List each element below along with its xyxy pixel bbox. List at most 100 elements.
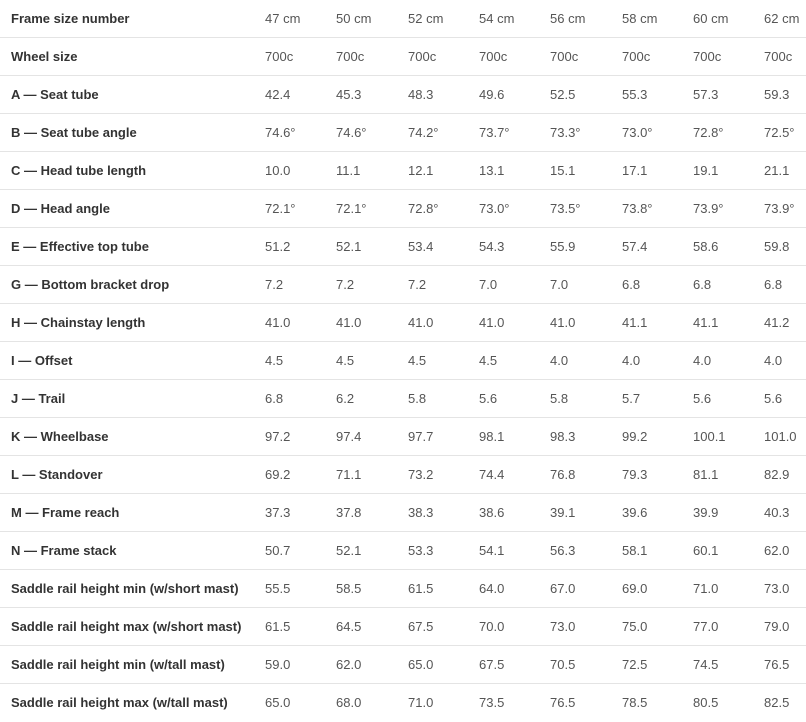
- cell-value: 60.1: [693, 543, 719, 558]
- table-row: Saddle rail height max (w/tall mast) 65.0…: [0, 684, 806, 722]
- cell-value: 67.5: [479, 657, 505, 672]
- cell-value: 41.1: [622, 315, 648, 330]
- cell-value: 80.5: [693, 695, 719, 710]
- cell-value: 62.0: [336, 657, 362, 672]
- cell-value: 61.5: [408, 581, 434, 596]
- header-row: Frame size number 47 cm 50 cm 52 cm 54 cm 56 …: [0, 0, 806, 38]
- cell-value: 100.1: [693, 429, 726, 444]
- cell-value: 58.6: [693, 239, 719, 254]
- row-label: B — Seat tube angle: [11, 125, 137, 140]
- cell-value: 53.3: [408, 543, 434, 558]
- cell-value: 5.8: [408, 391, 427, 406]
- cell-value: 700c: [408, 49, 437, 64]
- cell-value: 98.3: [550, 429, 576, 444]
- cell-value: 700c: [764, 49, 793, 64]
- cell-value: 19.1: [693, 163, 719, 178]
- table-row: Saddle rail height min (w/tall mast) 59.0…: [0, 646, 806, 684]
- cell-value: 60 cm: [693, 11, 729, 26]
- cell-value: 81.1: [693, 467, 719, 482]
- cell-value: 72.5°: [764, 125, 795, 140]
- table-row: B — Seat tube angle 74.6° 74.6° 74.2° 73.7° 7…: [0, 114, 806, 152]
- cell-value: 700c: [265, 49, 294, 64]
- cell-value: 76.8: [550, 467, 576, 482]
- cell-value: 700c: [479, 49, 508, 64]
- cell-value: 7.2: [408, 277, 427, 292]
- cell-value: 98.1: [479, 429, 505, 444]
- row-label: Saddle rail height min (w/short mast): [11, 581, 239, 596]
- cell-value: 76.5: [550, 695, 576, 710]
- cell-value: 70.5: [550, 657, 576, 672]
- cell-value: 13.1: [479, 163, 505, 178]
- cell-value: 38.6: [479, 505, 505, 520]
- cell-value: 97.4: [336, 429, 362, 444]
- cell-value: 12.1: [408, 163, 434, 178]
- cell-value: 17.1: [622, 163, 648, 178]
- cell-value: 82.5: [764, 695, 790, 710]
- cell-value: 4.0: [550, 353, 569, 368]
- cell-value: 6.2: [336, 391, 355, 406]
- row-label: L — Standover: [11, 467, 103, 482]
- cell-value: 97.7: [408, 429, 434, 444]
- table-row: N — Frame stack 50.7 52.1 53.3 54.1 56.3 58.1 6…: [0, 532, 806, 570]
- table-row: Wheel size 700c 700c 700c 700c 700c 700c 700c 70…: [0, 38, 806, 76]
- cell-value: 49.6: [479, 87, 505, 102]
- cell-value: 62 cm: [764, 11, 800, 26]
- cell-value: 50 cm: [336, 11, 372, 26]
- row-label: Wheel size: [11, 49, 78, 64]
- cell-value: 6.8: [764, 277, 783, 292]
- cell-value: 4.5: [408, 353, 427, 368]
- cell-value: 52 cm: [408, 11, 444, 26]
- cell-value: 64.0: [479, 581, 505, 596]
- cell-value: 54.3: [479, 239, 505, 254]
- cell-value: 48.3: [408, 87, 434, 102]
- row-label: C — Head tube length: [11, 163, 147, 178]
- cell-value: 97.2: [265, 429, 291, 444]
- cell-value: 5.6: [479, 391, 498, 406]
- row-label: Saddle rail height max (w/tall mast): [11, 695, 228, 710]
- cell-value: 73.7°: [479, 125, 510, 140]
- cell-value: 55.5: [265, 581, 291, 596]
- cell-value: 77.0: [693, 619, 719, 634]
- cell-value: 59.0: [265, 657, 291, 672]
- cell-value: 73.3°: [550, 125, 581, 140]
- cell-value: 41.1: [693, 315, 719, 330]
- cell-value: 7.2: [336, 277, 355, 292]
- cell-value: 55.9: [550, 239, 576, 254]
- cell-value: 5.6: [764, 391, 783, 406]
- cell-value: 75.0: [622, 619, 648, 634]
- cell-value: 47 cm: [265, 11, 301, 26]
- cell-value: 21.1: [764, 163, 790, 178]
- cell-value: 73.9°: [764, 201, 795, 216]
- cell-value: 37.3: [265, 505, 291, 520]
- cell-value: 7.2: [265, 277, 284, 292]
- cell-value: 101.0: [764, 429, 797, 444]
- cell-value: 51.2: [265, 239, 291, 254]
- cell-value: 73.9°: [693, 201, 724, 216]
- cell-value: 72.8°: [693, 125, 724, 140]
- cell-value: 79.3: [622, 467, 648, 482]
- cell-value: 41.0: [550, 315, 576, 330]
- cell-value: 73.0: [764, 581, 790, 596]
- cell-value: 65.0: [408, 657, 434, 672]
- cell-value: 52.1: [336, 239, 362, 254]
- cell-value: 55.3: [622, 87, 648, 102]
- cell-value: 73.8°: [622, 201, 653, 216]
- cell-value: 39.1: [550, 505, 576, 520]
- cell-value: 6.8: [265, 391, 284, 406]
- cell-value: 50.7: [265, 543, 291, 558]
- cell-value: 73.0: [550, 619, 576, 634]
- cell-value: 4.5: [265, 353, 284, 368]
- cell-value: 58.1: [622, 543, 648, 558]
- row-label: Frame size number: [11, 11, 130, 26]
- cell-value: 37.8: [336, 505, 362, 520]
- cell-value: 41.0: [479, 315, 505, 330]
- cell-value: 72.1°: [336, 201, 367, 216]
- cell-value: 99.2: [622, 429, 648, 444]
- table-row: Saddle rail height min (w/short mast) 55.…: [0, 570, 806, 608]
- row-label: Saddle rail height min (w/tall mast): [11, 657, 225, 672]
- cell-value: 5.8: [550, 391, 569, 406]
- cell-value: 41.2: [764, 315, 790, 330]
- cell-value: 78.5: [622, 695, 648, 710]
- table-row: E — Effective top tube 51.2 52.1 53.4 54.3 55…: [0, 228, 806, 266]
